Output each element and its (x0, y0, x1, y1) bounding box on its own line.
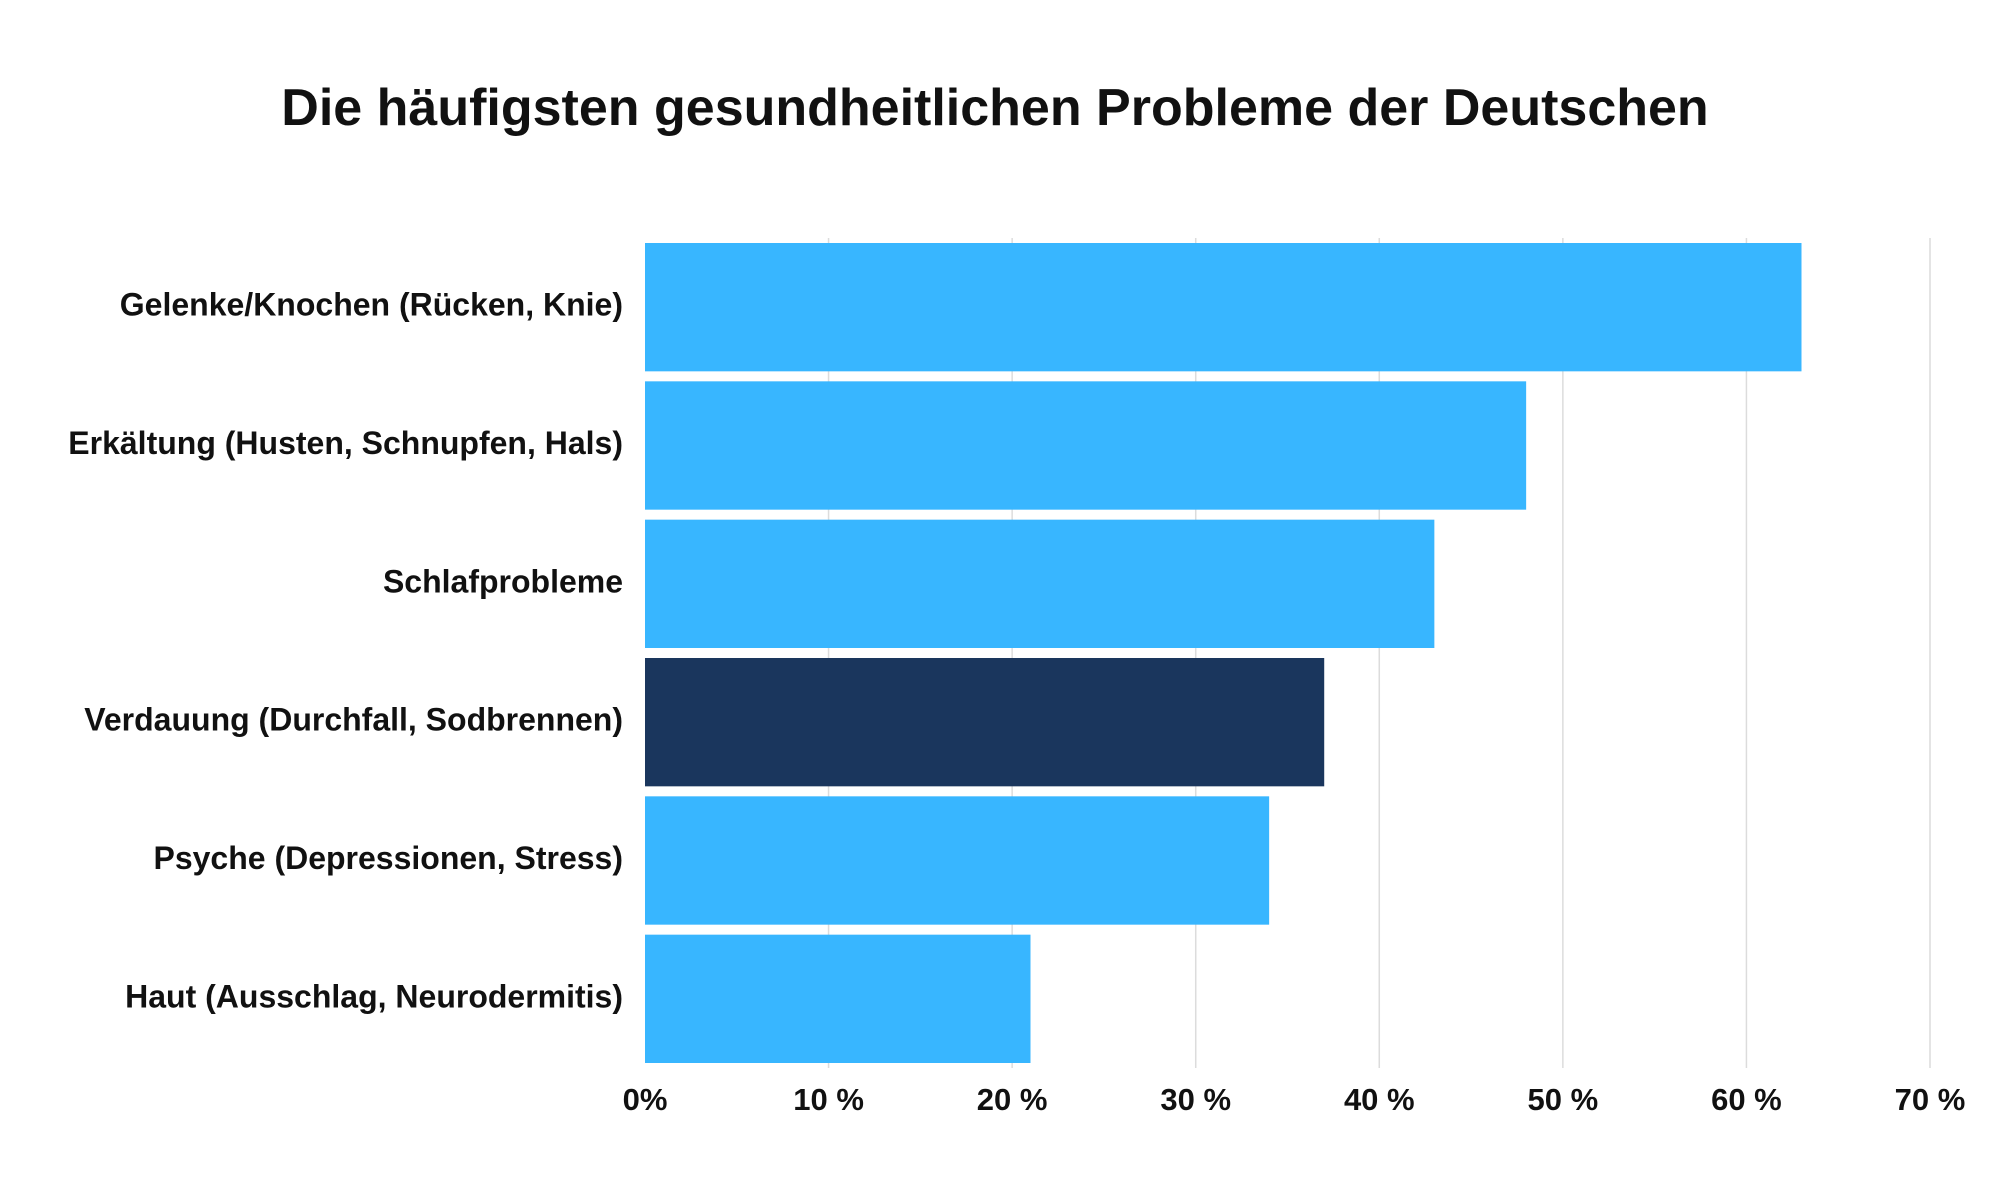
bar (645, 519, 1435, 648)
x-axis-tick-labels: 0% 10 % 20 % 30 % 40 % 50 % 60 % 70 % (623, 1082, 1966, 1117)
bar (645, 796, 1270, 925)
bars (645, 243, 1802, 1063)
x-tick-label: 30 % (1160, 1082, 1231, 1117)
x-tick-label: 0% (623, 1082, 668, 1117)
category-label: Erkältung (Husten, Schnupfen, Hals) (68, 425, 623, 461)
category-label: Schlafprobleme (383, 563, 623, 599)
bar (645, 243, 1802, 372)
gridlines (827, 238, 1931, 1068)
category-label: Verdauung (Durchfall, Sodbrennen) (84, 702, 623, 738)
x-tick-label: 60 % (1711, 1082, 1782, 1117)
category-label: Psyche (Depressionen, Stress) (153, 840, 623, 876)
category-label: Haut (Ausschlag, Neurodermitis) (125, 978, 623, 1014)
bar (645, 381, 1527, 510)
category-label: Gelenke/Knochen (Rücken, Knie) (120, 287, 623, 323)
bar (645, 934, 1031, 1063)
x-tick-label: 10 % (793, 1082, 864, 1117)
x-tick-label: 70 % (1895, 1082, 1966, 1117)
chart-title: Die häufigsten gesundheitlichen Probleme… (281, 79, 1709, 137)
x-tick-label: 40 % (1344, 1082, 1415, 1117)
category-labels: Gelenke/Knochen (Rücken, Knie) Erkältung … (68, 287, 623, 1015)
bar (645, 658, 1325, 787)
x-tick-label: 20 % (977, 1082, 1048, 1117)
x-tick-label: 50 % (1528, 1082, 1599, 1117)
